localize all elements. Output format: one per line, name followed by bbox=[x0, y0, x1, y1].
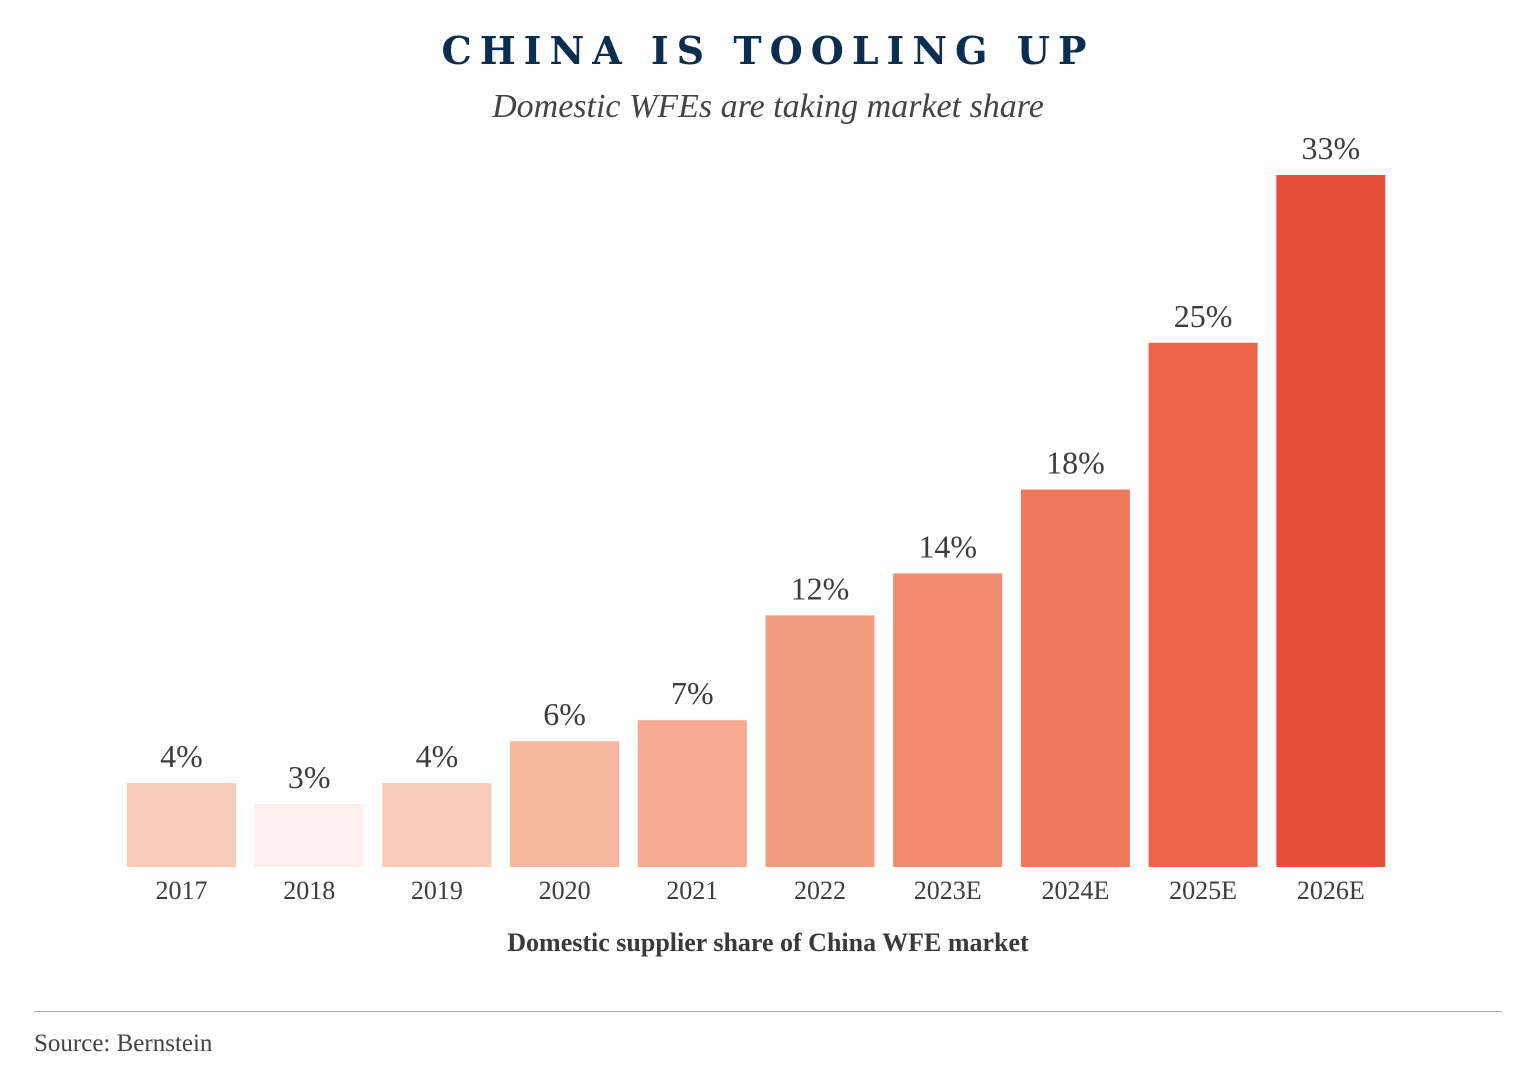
x-tick-label: 2022 bbox=[794, 876, 846, 905]
x-tick-label: 2024E bbox=[1041, 876, 1109, 905]
chart-title: CHINA IS TOOLING UP bbox=[441, 28, 1095, 73]
value-label: 12% bbox=[791, 570, 850, 606]
value-label: 7% bbox=[671, 675, 714, 711]
x-tick-label: 2017 bbox=[156, 876, 208, 905]
bar-2024e bbox=[1020, 489, 1130, 867]
x-tick-label: 2025E bbox=[1169, 876, 1237, 905]
bar-2020 bbox=[510, 741, 620, 867]
value-label: 6% bbox=[543, 696, 586, 732]
x-tick-label: 2023E bbox=[914, 876, 982, 905]
bar-2022 bbox=[765, 615, 875, 867]
source-note: Source: Bernstein bbox=[34, 1030, 213, 1057]
value-label: 18% bbox=[1046, 445, 1105, 481]
value-label: 4% bbox=[160, 738, 203, 774]
x-tick-label: 2020 bbox=[539, 876, 591, 905]
chart-subtitle: Domestic WFEs are taking market share bbox=[492, 88, 1044, 125]
value-label: 33% bbox=[1301, 130, 1360, 166]
value-label: 4% bbox=[416, 738, 459, 774]
value-label: 25% bbox=[1174, 298, 1233, 334]
x-tick-label: 2019 bbox=[411, 876, 463, 905]
x-axis-label: Domestic supplier share of China WFE mar… bbox=[507, 928, 1029, 957]
bar-2026e bbox=[1276, 175, 1386, 867]
bar-2017 bbox=[127, 783, 236, 867]
bar-2018 bbox=[254, 804, 364, 867]
value-label: 3% bbox=[288, 759, 331, 795]
value-label: 14% bbox=[918, 528, 977, 564]
bar-2025e bbox=[1148, 342, 1258, 867]
bar-2019 bbox=[382, 783, 492, 867]
bar-2021 bbox=[637, 720, 747, 867]
x-tick-label: 2026E bbox=[1297, 876, 1365, 905]
footer-divider bbox=[34, 1011, 1502, 1012]
x-tick-label: 2021 bbox=[666, 876, 718, 905]
x-tick-label: 2018 bbox=[283, 876, 335, 905]
bar-2023e bbox=[893, 573, 1003, 867]
